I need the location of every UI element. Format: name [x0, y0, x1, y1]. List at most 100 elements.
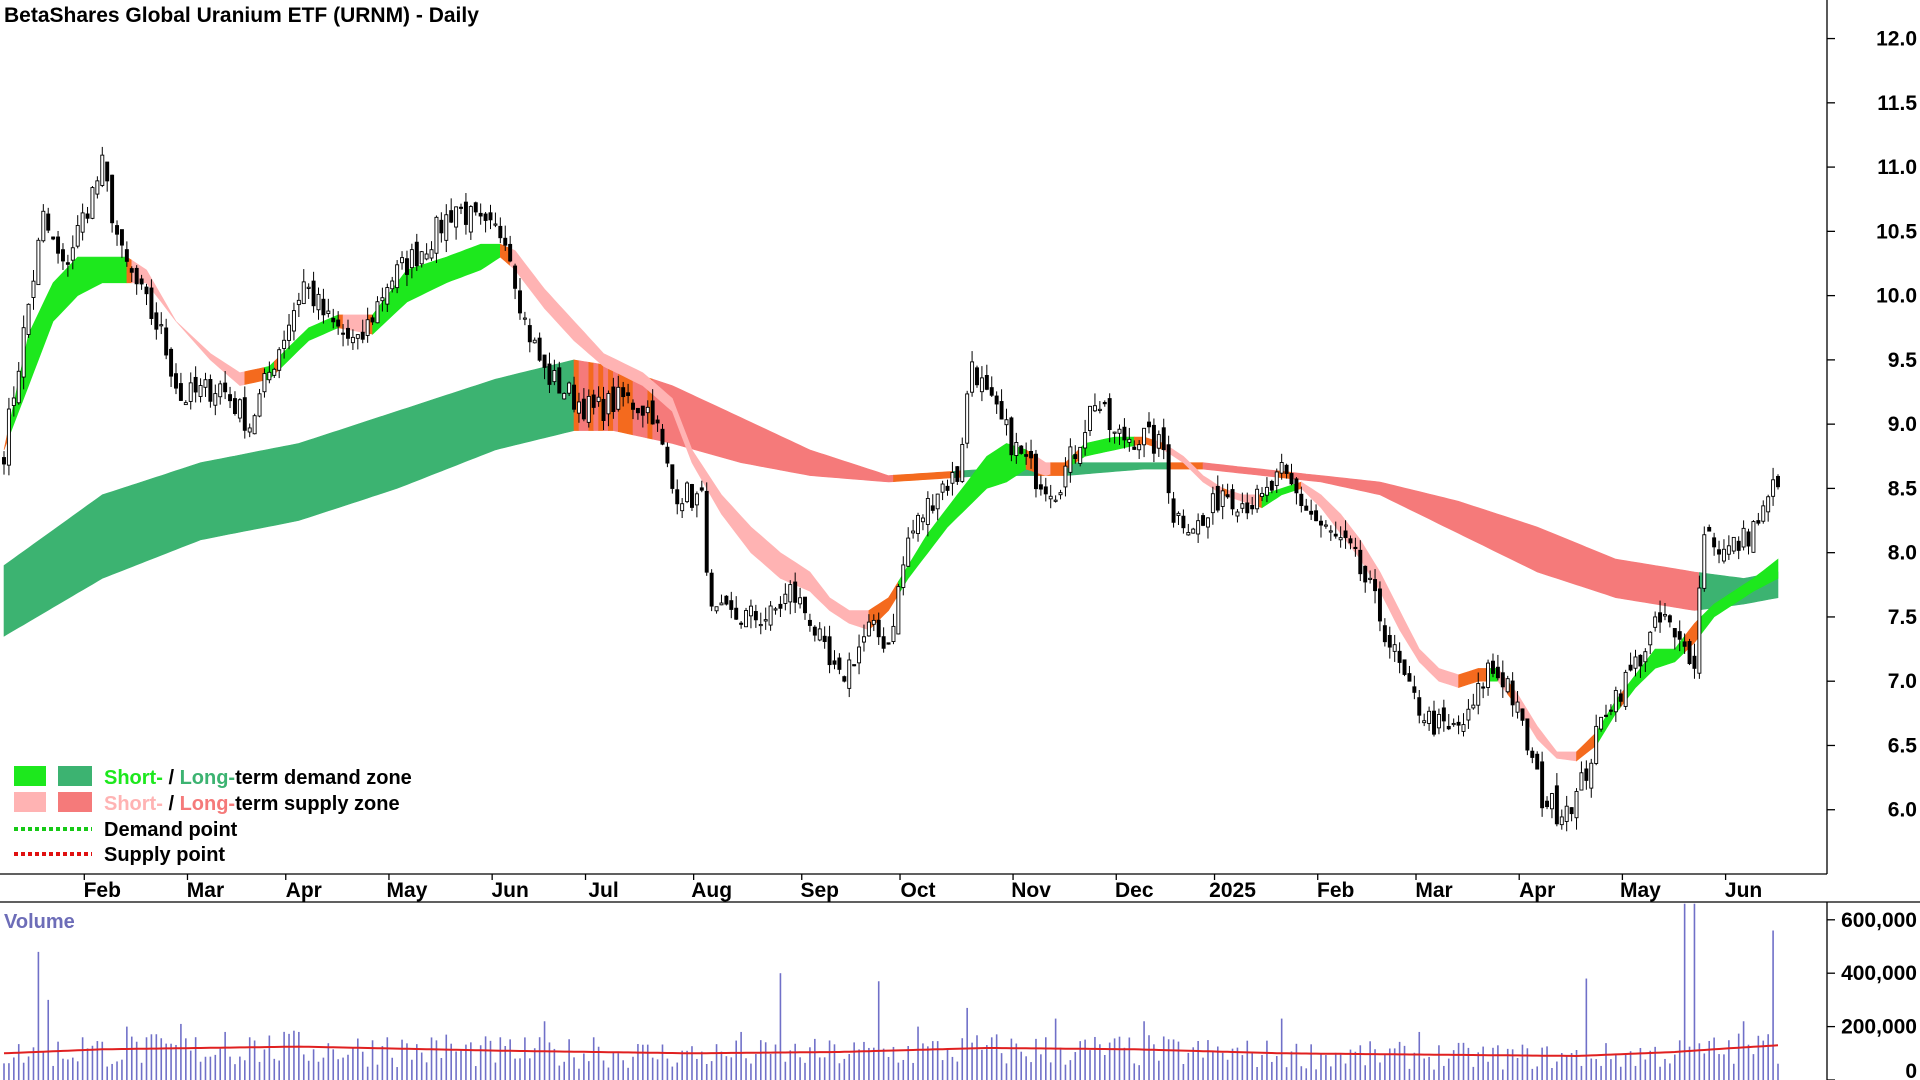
- candle-body: [1712, 537, 1717, 548]
- candle-body: [940, 483, 945, 493]
- candle-body: [1171, 498, 1176, 523]
- candle-body: [989, 387, 994, 396]
- chart-title: BetaShares Global Uranium ETF (URNM) - D…: [4, 4, 479, 27]
- candle-body: [596, 396, 601, 403]
- volume-tick-label: 400,000: [1841, 962, 1917, 985]
- x-tick-label: Dec: [1115, 879, 1154, 902]
- candle-body: [542, 354, 547, 368]
- candle-body: [960, 444, 965, 482]
- candle-body: [690, 484, 694, 508]
- candle-body: [1387, 635, 1392, 648]
- volume-bars: [3, 903, 1779, 1080]
- candle-body: [203, 379, 208, 388]
- candle-body: [144, 286, 149, 295]
- candle-body: [1314, 510, 1319, 522]
- candle-body: [1594, 725, 1599, 764]
- candle-body: [1191, 528, 1196, 534]
- candle-body: [51, 236, 56, 240]
- candle-body: [291, 310, 296, 332]
- y-tick-label: 10.0: [1876, 285, 1917, 308]
- candle-body: [1451, 722, 1456, 726]
- candle-body: [572, 384, 577, 410]
- candle-body: [6, 408, 11, 466]
- candle-body: [827, 636, 832, 666]
- candle-body: [178, 383, 183, 401]
- legend-short-supply-swatch: [14, 792, 46, 812]
- candle-body: [1579, 772, 1584, 791]
- candle-body: [1766, 496, 1771, 513]
- candle-body: [1196, 520, 1201, 535]
- candle-body: [193, 376, 198, 393]
- candle-body: [1776, 475, 1780, 488]
- candle-body: [1525, 718, 1530, 751]
- candle-body: [704, 490, 709, 573]
- candle-body: [1127, 438, 1132, 443]
- volume-title: Volume: [4, 911, 75, 933]
- candle-body: [198, 385, 203, 397]
- candle-body: [1530, 750, 1535, 758]
- y-tick-label: 11.5: [1877, 92, 1917, 115]
- candle-body: [1515, 701, 1520, 713]
- candle-body: [350, 336, 355, 344]
- candle-body: [1746, 531, 1751, 547]
- candle-body: [1599, 716, 1604, 730]
- candle-body: [385, 287, 390, 305]
- candle-body: [970, 361, 975, 393]
- candle-body: [1122, 426, 1127, 441]
- candle-body: [232, 398, 237, 414]
- candle-body: [744, 610, 749, 628]
- candle-body: [419, 251, 424, 265]
- legend-supply-zone: Short- / Long-term supply zone: [104, 793, 400, 815]
- candle-body: [1343, 530, 1348, 538]
- candle-body: [1255, 488, 1260, 510]
- candle-body: [793, 581, 798, 603]
- y-tick-labels: 6.0 6.5 7.0 7.5 8.0 8.5 9.0 9.5 10.0 10.5 11.0 11.5…: [1827, 28, 1917, 822]
- candle-body: [753, 611, 758, 621]
- candle-body: [788, 584, 793, 603]
- candle-body: [247, 427, 252, 433]
- candle-body: [70, 247, 75, 261]
- candle-body: [631, 402, 635, 410]
- candle-body: [1520, 708, 1525, 721]
- candle-body: [611, 386, 616, 412]
- candle-body: [272, 368, 277, 376]
- candle-body: [1407, 673, 1412, 682]
- x-tick-label: Nov: [1011, 879, 1051, 902]
- candle-body: [783, 593, 788, 604]
- legend-long-label: Long-: [180, 767, 236, 789]
- y-tick-label: 12.0: [1876, 28, 1917, 51]
- candle-body: [508, 243, 513, 262]
- candle-body: [21, 327, 26, 378]
- candle-body: [1505, 678, 1510, 693]
- candle-body: [1092, 405, 1097, 412]
- candle-body: [1083, 432, 1088, 449]
- x-tick-label: Mar: [1415, 879, 1452, 902]
- candle-body: [665, 446, 670, 464]
- y-tick-label: 7.0: [1888, 670, 1917, 693]
- candle-body: [414, 241, 419, 267]
- candle-body: [208, 379, 213, 402]
- candle-body: [1500, 672, 1505, 688]
- candle-body: [979, 377, 984, 393]
- candle-body: [493, 223, 498, 226]
- candle-body: [1721, 548, 1726, 562]
- candle-body: [1707, 526, 1712, 532]
- candle-body: [994, 395, 999, 405]
- candle-body: [1702, 534, 1707, 589]
- candle-body: [1377, 588, 1382, 622]
- candle-body: [119, 229, 124, 246]
- candle-body: [60, 249, 65, 262]
- volume-tick-labels: 0 200,000 400,000 600,000: [1827, 909, 1917, 1080]
- candle-body: [1663, 613, 1667, 617]
- candle-body: [1476, 683, 1481, 706]
- candle-body: [1633, 656, 1638, 669]
- volume-moving-average: [3, 1044, 1779, 1058]
- legend-short-label: Short-: [104, 793, 163, 815]
- candle-body: [498, 225, 503, 239]
- candle-body: [1009, 417, 1014, 456]
- candle-body: [375, 301, 380, 324]
- candle-body: [1574, 790, 1579, 819]
- legend-long-demand-swatch: [58, 766, 92, 786]
- zone-segment-demand: [1699, 558, 1779, 638]
